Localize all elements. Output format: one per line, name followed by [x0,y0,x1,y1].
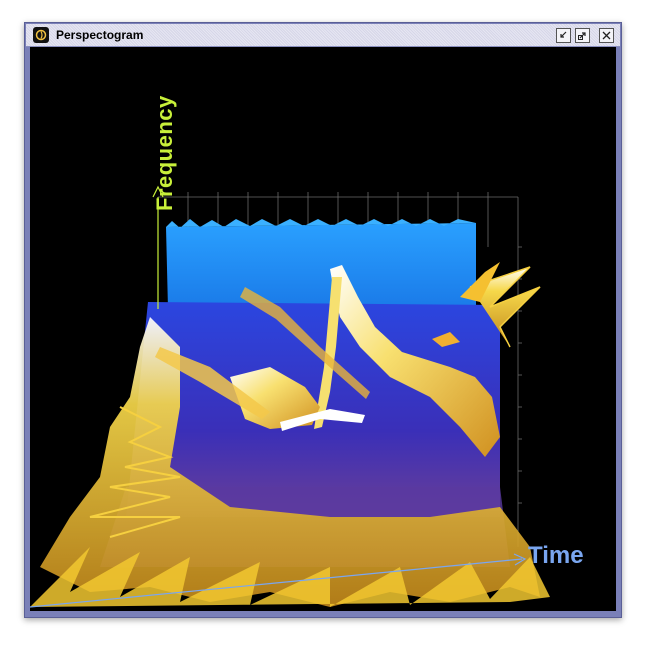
surface-front-fringe [30,262,550,607]
maximize-button[interactable] [575,28,590,43]
surface-back-plateau [166,219,476,309]
surface-ridges [155,265,500,457]
close-icon [602,31,611,40]
axes [30,185,527,608]
x-axis-label: Time [528,542,584,569]
app-icon[interactable] [33,27,49,43]
window-title: Perspectogram [56,28,144,42]
perspectogram-canvas[interactable]: Frequency Time [30,47,616,611]
minimize-button[interactable] [556,28,571,43]
perspectogram-window: Perspectogram [24,22,622,618]
close-button[interactable] [599,28,614,43]
title-bar[interactable]: Perspectogram [26,24,620,47]
minimize-icon [560,31,567,38]
y-axis-label: Frequency [152,95,177,211]
maximize-icon [578,32,586,40]
spectrogram-surface [30,185,550,608]
